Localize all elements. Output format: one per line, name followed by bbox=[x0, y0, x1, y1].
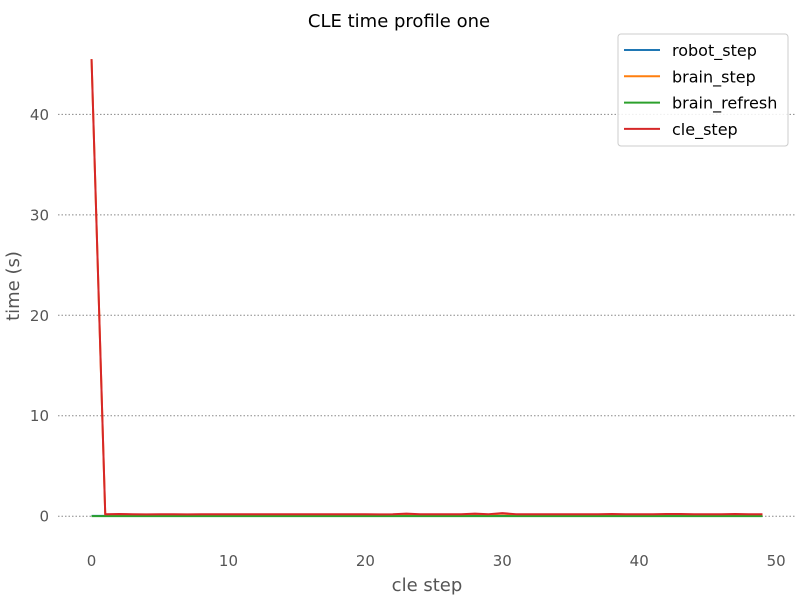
x-axis-label: cle step bbox=[392, 575, 463, 596]
series-line-cle_step bbox=[90, 59, 763, 516]
y-axis-label: time (s) bbox=[3, 251, 24, 321]
x-tick-label: 0 bbox=[87, 552, 97, 570]
x-tick-label: 10 bbox=[219, 552, 238, 570]
x-tick-label: 30 bbox=[493, 552, 512, 570]
y-tick-label: 40 bbox=[30, 106, 49, 124]
series-lines bbox=[90, 59, 763, 518]
y-tick-label: 20 bbox=[30, 307, 49, 325]
x-tick-label: 50 bbox=[767, 552, 786, 570]
legend-label-robot_step: robot_step bbox=[672, 41, 757, 61]
legend-label-brain_step: brain_step bbox=[672, 67, 756, 87]
y-tick-label: 30 bbox=[30, 206, 49, 224]
x-tick-label: 20 bbox=[356, 552, 375, 570]
legend-label-cle_step: cle_step bbox=[672, 120, 738, 140]
y-tick-label: 0 bbox=[39, 508, 49, 526]
legend-frame bbox=[617, 33, 789, 147]
legend: robot_step brain_step brain_refresh cle_ste… bbox=[617, 33, 789, 147]
y-tick-labels: 0 10 20 30 40 bbox=[30, 106, 49, 526]
x-tick-label: 40 bbox=[630, 552, 649, 570]
chart-title: CLE time profile one bbox=[308, 11, 490, 32]
legend-label-brain_refresh: brain_refresh bbox=[672, 94, 777, 114]
x-tick-labels: 0 10 20 30 40 50 bbox=[87, 552, 786, 570]
y-tick-label: 10 bbox=[30, 407, 49, 425]
